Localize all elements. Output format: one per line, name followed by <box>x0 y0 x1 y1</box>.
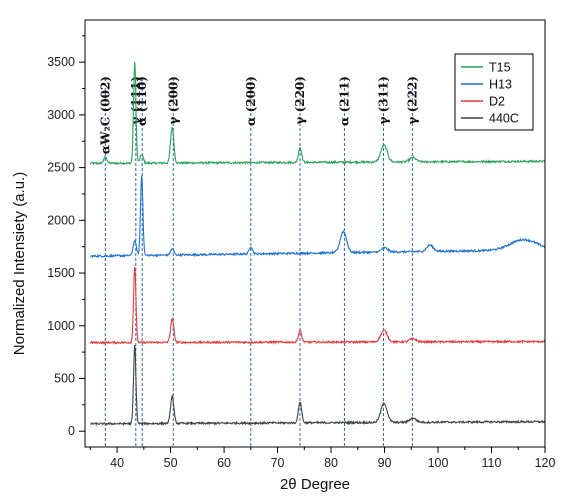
y-tick-label: 1000 <box>47 319 75 333</box>
peak-label: γ (222) <box>405 76 419 125</box>
x-axis-title: 2θ Degree <box>280 476 350 493</box>
y-tick-label: 3000 <box>47 108 75 122</box>
legend-label: T15 <box>489 61 511 75</box>
legend: T15 H13 D2 440C <box>454 53 534 131</box>
series-lines <box>89 61 546 427</box>
legend-label: 440C <box>489 112 519 126</box>
series-line-h13 <box>89 175 546 259</box>
series-line-440c <box>90 344 545 427</box>
x-tick-label: 80 <box>324 456 338 470</box>
y-tick-label: 0 <box>68 424 75 438</box>
x-tick-label: 70 <box>271 456 285 470</box>
peak-label: αW₂C (002) <box>98 76 112 154</box>
series-line-t15 <box>89 61 546 166</box>
peak-label: γ (220) <box>293 76 307 125</box>
x-tick-label: 120 <box>535 456 556 470</box>
y-tick-label: 3500 <box>47 55 75 69</box>
x-tick-label: 40 <box>110 456 124 470</box>
y-tick-label: 1500 <box>47 266 75 280</box>
x-tick-label: 50 <box>164 456 178 470</box>
y-axis-title: Normalized Intensiety (a.u.) <box>11 172 28 355</box>
series-line-d2 <box>89 266 546 346</box>
peak-label: α (110) <box>135 76 149 126</box>
x-tick-label: 60 <box>217 456 231 470</box>
legend-label: D2 <box>489 95 505 109</box>
peak-label: γ (311) <box>376 76 390 125</box>
x-tick-label: 90 <box>378 456 392 470</box>
x-tick-label: 110 <box>482 456 502 470</box>
y-tick-label: 500 <box>54 371 75 385</box>
peak-label: α (200) <box>244 76 258 126</box>
peak-label: γ (200) <box>166 76 180 125</box>
x-tick-label: 100 <box>428 456 449 470</box>
plot-frame <box>84 19 546 448</box>
peak-label: α (211) <box>337 76 351 126</box>
y-tick-label: 2000 <box>47 213 75 227</box>
y-tick-label: 2500 <box>47 161 75 175</box>
axes: 40 50 60 70 80 90 100 110 120 0 500 1000 1500 2000 250… <box>47 19 556 470</box>
legend-label: H13 <box>489 78 512 92</box>
reference-lines: αW₂C (002) γ (111)α (110) γ (200) α (200) γ … <box>98 76 419 447</box>
